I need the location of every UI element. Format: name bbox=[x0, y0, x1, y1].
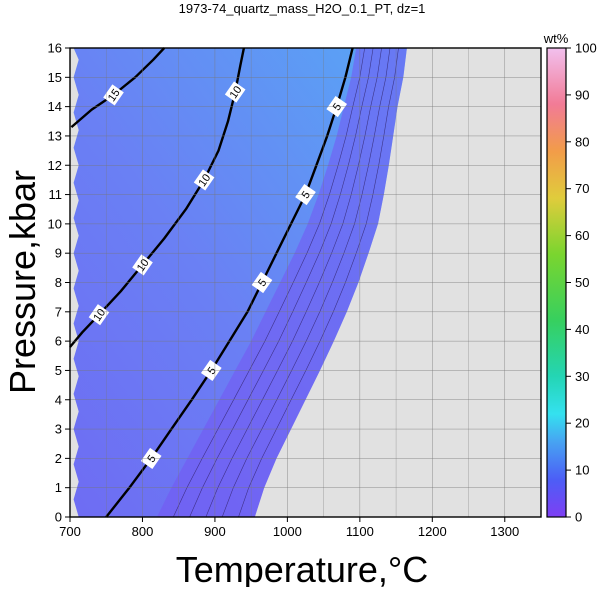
colorbar-gradient bbox=[546, 47, 567, 518]
contour-label: 5 bbox=[145, 453, 158, 465]
x-tick-label: 1000 bbox=[273, 524, 302, 539]
colorbar-tick-label: 40 bbox=[575, 322, 589, 337]
colorbar-tick-label: 90 bbox=[575, 87, 589, 102]
y-tick-label: 12 bbox=[48, 158, 62, 173]
contour-label-bg bbox=[224, 81, 246, 103]
y-tick-label: 11 bbox=[49, 187, 63, 202]
chart-title: 1973-74_quartz_mass_H2O_0.1_PT, dz=1 bbox=[179, 1, 426, 16]
contour-label: 5 bbox=[205, 365, 218, 377]
axes-layer: 700 800 900 1000 1100 1200 1300012345678910111… bbox=[48, 41, 542, 539]
contour-label: 5 bbox=[256, 277, 269, 289]
contour-label: 10 bbox=[91, 307, 108, 324]
y-axis-title: Pressure,kbar bbox=[2, 170, 43, 394]
contour-label-bg bbox=[88, 304, 110, 326]
contour-label: 5 bbox=[331, 101, 344, 113]
y-tick-label: 2 bbox=[55, 451, 62, 466]
y-tick-label: 1 bbox=[55, 480, 62, 495]
x-tick-label: 900 bbox=[204, 524, 226, 539]
colorbar-tick-label: 30 bbox=[575, 369, 589, 384]
contour-label-bg bbox=[103, 84, 124, 106]
x-tick-label: 800 bbox=[132, 524, 154, 539]
x-tick-label: 1100 bbox=[346, 524, 374, 539]
contour-label-group: 10 bbox=[224, 81, 246, 103]
y-tick-label: 3 bbox=[55, 422, 62, 437]
colorbar-tick-label: 60 bbox=[575, 228, 589, 243]
y-tick-label: 10 bbox=[48, 216, 62, 231]
contour-label: 15 bbox=[106, 87, 123, 104]
colorbar-tick-label: 0 bbox=[575, 510, 582, 525]
contour-label: 10 bbox=[228, 84, 245, 101]
colorbar-tick-label: 100 bbox=[575, 41, 597, 56]
colorbar-tick-label: 20 bbox=[575, 416, 589, 431]
colorbar-label: wt% bbox=[543, 31, 569, 46]
y-tick-label: 16 bbox=[48, 41, 62, 56]
y-tick-label: 0 bbox=[55, 510, 62, 525]
x-axis-title: Temperature,°C bbox=[176, 549, 429, 587]
y-tick-label: 5 bbox=[55, 363, 62, 378]
contour-label-group: 10 bbox=[88, 304, 110, 326]
contour-label-group: 10 bbox=[193, 169, 215, 191]
colorbar-tick-label: 80 bbox=[575, 134, 589, 149]
contour-label: 10 bbox=[196, 172, 213, 189]
y-tick-label: 15 bbox=[48, 70, 62, 85]
x-tick-label: 1300 bbox=[490, 524, 519, 539]
y-tick-label: 8 bbox=[55, 275, 62, 290]
colorbar-tick-label: 10 bbox=[575, 463, 589, 478]
x-tick-label: 700 bbox=[59, 524, 81, 539]
x-tick-label: 1200 bbox=[418, 524, 447, 539]
contour-label: 5 bbox=[300, 189, 313, 201]
y-tick-label: 13 bbox=[48, 128, 62, 143]
colorbar-tick-label: 50 bbox=[575, 275, 589, 290]
contour-label: 10 bbox=[135, 257, 152, 274]
colorbar-tick-label: 70 bbox=[575, 181, 589, 196]
y-tick-label: 9 bbox=[55, 246, 62, 261]
y-tick-label: 4 bbox=[55, 392, 62, 407]
contour-label-bg bbox=[193, 169, 215, 191]
contour-15 bbox=[70, 47, 166, 129]
colorbar: 0 10 20 30 40 50 60 70 80 90 100 bbox=[546, 41, 597, 525]
y-tick-label: 7 bbox=[55, 304, 62, 319]
contour-label-group: 15 bbox=[103, 84, 124, 106]
y-tick-label: 6 bbox=[55, 334, 62, 349]
labels-layer: 1973-74_quartz_mass_H2O_0.1_PT, dz=1 Tem… bbox=[2, 1, 569, 590]
y-tick-label: 14 bbox=[48, 99, 62, 114]
